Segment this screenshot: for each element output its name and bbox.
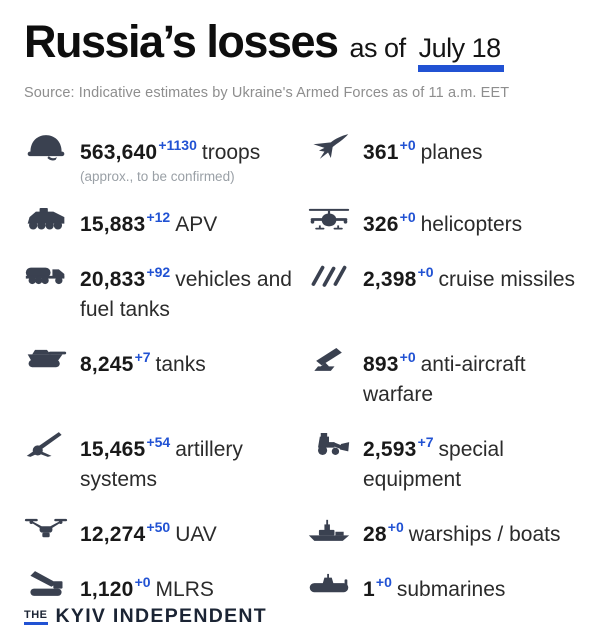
warship-icon (307, 514, 351, 544)
fighter-jet-icon (307, 132, 351, 162)
stat-text: 1,120+0 MLRS (80, 568, 214, 605)
apv-icon (24, 204, 68, 234)
stat-value: 28 (363, 523, 387, 546)
stat-delta: +12 (146, 209, 171, 225)
footer-logo: THE KYIV INDEPENDENT (24, 605, 580, 634)
stat-value: 893 (363, 353, 399, 376)
stat-text: 326+0 helicopters (363, 203, 522, 240)
stat-text: 893+0 anti-aircraft warfare (363, 343, 580, 410)
stat-delta: +0 (387, 519, 404, 535)
stat-value: 12,274 (80, 523, 146, 546)
stat-text: 20,833+92 vehicles and fuel tanks (80, 258, 307, 325)
stat-label: tanks (155, 353, 206, 376)
stat-label: submarines (396, 578, 506, 601)
stat-delta: +0 (399, 209, 416, 225)
stat-value: 1 (363, 578, 375, 601)
stat-delta: +0 (399, 349, 416, 365)
as-of-date: July 18 (417, 33, 504, 72)
stat-value: 2,593 (363, 438, 417, 461)
stat-value: 15,465 (80, 438, 146, 461)
stat-label: special equipment (363, 438, 504, 491)
stat-text: 15,883+12 APV (80, 203, 217, 240)
stat-text: 563,640+1130 troops (approx., to be confir… (80, 131, 260, 185)
stat-value: 2,398 (363, 268, 417, 291)
stat-note: (approx., to be confirmed) (80, 169, 235, 184)
stat-value: 8,245 (80, 353, 134, 376)
page-title: Russia’s losses (24, 16, 339, 67)
stat-tanks: 8,245+7 tanks (24, 343, 307, 380)
stat-text: 361+0 planes (363, 131, 483, 168)
anti-aircraft-icon (307, 344, 351, 374)
stat-value: 326 (363, 213, 399, 236)
stat-troops: 563,640+1130 troops (approx., to be confir… (24, 131, 307, 185)
logo-the: THE (24, 609, 48, 625)
stat-planes: 361+0 planes (307, 131, 580, 168)
stat-text: 8,245+7 tanks (80, 343, 206, 380)
stat-delta: +54 (146, 434, 171, 450)
stat-label: cruise missiles (438, 268, 576, 291)
stat-special-equipment: 2,593+7 special equipment (307, 428, 580, 495)
mlrs-icon (24, 569, 68, 599)
stat-label: MLRS (155, 578, 214, 601)
stat-text: 1+0 submarines (363, 568, 505, 605)
stat-label: artillery systems (80, 438, 243, 491)
stat-text: 28+0 warships / boats (363, 513, 560, 550)
stat-label: warships / boats (408, 523, 561, 546)
uav-icon (24, 514, 68, 544)
stat-artillery-systems: 15,465+54 artillery systems (24, 428, 307, 495)
stat-label: UAV (175, 523, 217, 546)
helmet-icon (24, 132, 68, 162)
stat-delta: +7 (417, 434, 434, 450)
stat-label: troops (201, 141, 261, 164)
stat-delta: +7 (134, 349, 151, 365)
stat-delta: +50 (146, 519, 171, 535)
stat-delta: +0 (399, 137, 416, 153)
stats-grid: 563,640+1130 troops (approx., to be confir… (24, 131, 580, 605)
stat-text: 15,465+54 artillery systems (80, 428, 307, 495)
stat-delta: +0 (417, 264, 434, 280)
stat-value: 1,120 (80, 578, 134, 601)
stat-mlrs: 1,120+0 MLRS (24, 568, 307, 605)
stat-text: 2,398+0 cruise missiles (363, 258, 575, 295)
stat-anti-aircraft-warfare: 893+0 anti-aircraft warfare (307, 343, 580, 410)
stat-label: helicopters (420, 213, 523, 236)
title-row: Russia’s losses as of July 18 (24, 18, 580, 72)
special-equipment-icon (307, 429, 351, 459)
stat-warships-boats: 28+0 warships / boats (307, 513, 580, 550)
stat-apv: 15,883+12 APV (24, 203, 307, 240)
stat-delta: +0 (375, 574, 392, 590)
stat-helicopters: 326+0 helicopters (307, 203, 580, 240)
header: Russia’s losses as of July 18 Source: In… (24, 18, 580, 101)
stat-value: 20,833 (80, 268, 146, 291)
stat-uav: 12,274+50 UAV (24, 513, 307, 550)
stat-label: anti-aircraft warfare (363, 353, 526, 406)
cruise-missiles-icon (307, 259, 351, 289)
stat-value: 563,640 (80, 141, 158, 164)
stat-label: planes (420, 141, 483, 164)
stat-delta: +1130 (158, 137, 197, 153)
fuel-truck-icon (24, 259, 68, 289)
stat-submarines: 1+0 submarines (307, 568, 580, 605)
as-of-text: as of (349, 33, 407, 63)
logo-brand: KYIV INDEPENDENT (55, 605, 267, 627)
tank-icon (24, 344, 68, 374)
stat-delta: +92 (146, 264, 171, 280)
stat-value: 15,883 (80, 213, 146, 236)
stat-delta: +0 (134, 574, 151, 590)
stat-vehicles-and-fuel-tanks: 20,833+92 vehicles and fuel tanks (24, 258, 307, 325)
submarine-icon (307, 569, 351, 599)
artillery-icon (24, 429, 68, 459)
stat-label: vehicles and fuel tanks (80, 268, 292, 321)
helicopter-icon (307, 204, 351, 234)
stat-cruise-missiles: 2,398+0 cruise missiles (307, 258, 580, 295)
stat-value: 361 (363, 141, 399, 164)
infographic-page: Russia’s losses as of July 18 Source: In… (24, 18, 580, 627)
source-text: Source: Indicative estimates by Ukraine'… (24, 85, 510, 101)
stat-text: 12,274+50 UAV (80, 513, 217, 550)
stat-label: APV (175, 213, 218, 236)
stat-text: 2,593+7 special equipment (363, 428, 580, 495)
